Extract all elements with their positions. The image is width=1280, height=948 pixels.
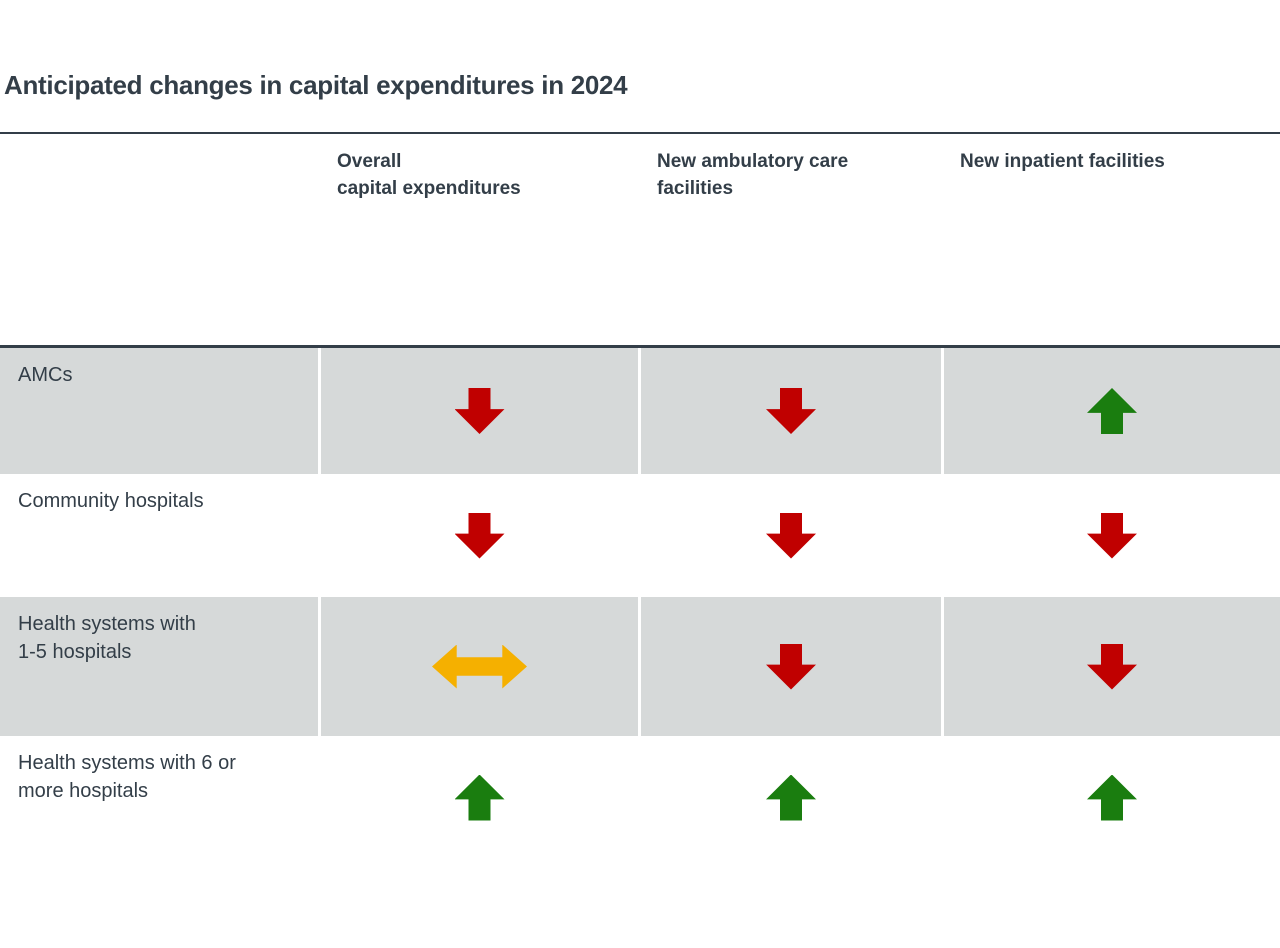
column-header-new-inpatient-facilities: New inpatient facilities bbox=[960, 148, 1260, 175]
trend-cell bbox=[944, 736, 1280, 859]
trend-arrow-icon bbox=[766, 774, 816, 821]
trend-cell bbox=[944, 474, 1280, 597]
row-label: Health systems with bbox=[18, 613, 196, 635]
column-header-overall-capital-expenditures: Overall capital expenditures bbox=[337, 148, 637, 202]
table-row-health-systems-1-5: Health systems with 1-5 hospitals bbox=[0, 597, 1280, 736]
trend-arrow-icon bbox=[432, 644, 527, 689]
trend-arrow-icon bbox=[454, 774, 505, 821]
title-divider bbox=[0, 132, 1280, 134]
column-header-line: New inpatient facilities bbox=[960, 151, 1165, 172]
trend-arrow-icon bbox=[1087, 643, 1137, 690]
trend-cell bbox=[321, 348, 638, 474]
trend-arrow-icon bbox=[1087, 388, 1137, 434]
column-header-line: capital expenditures bbox=[337, 178, 521, 199]
row-label-line2: 1-5 hospitals bbox=[18, 641, 132, 663]
trend-arrow-icon bbox=[454, 388, 505, 434]
trend-arrow-icon bbox=[766, 643, 816, 690]
table-row-community-hospitals: Community hospitals bbox=[0, 474, 1280, 597]
row-label-cell: Health systems with 1-5 hospitals bbox=[0, 597, 318, 736]
trend-arrow-icon bbox=[766, 388, 816, 434]
column-header-line: facilities bbox=[657, 178, 734, 199]
trend-table: AMCs Community hospitals bbox=[0, 345, 1280, 859]
page-title: Anticipated changes in capital expenditu… bbox=[4, 70, 628, 100]
trend-arrow-icon bbox=[1087, 512, 1137, 559]
row-label: AMCs bbox=[18, 364, 73, 386]
row-label: Community hospitals bbox=[18, 490, 204, 512]
table-row-amcs: AMCs bbox=[0, 348, 1280, 474]
trend-cell bbox=[321, 597, 638, 736]
trend-arrow-icon bbox=[1087, 774, 1137, 821]
trend-arrow-icon bbox=[766, 512, 816, 559]
trend-cell bbox=[641, 736, 941, 859]
trend-cell bbox=[641, 474, 941, 597]
row-label-line2: more hospitals bbox=[18, 780, 149, 802]
column-header-line: New ambulatory care bbox=[657, 151, 849, 172]
row-label: Health systems with 6 or bbox=[18, 752, 236, 774]
trend-cell bbox=[641, 597, 941, 736]
trend-arrow-icon bbox=[454, 512, 505, 559]
column-header-new-ambulatory-care-facilities: New ambulatory care facilities bbox=[657, 148, 957, 202]
row-label-cell: Health systems with 6 or more hospitals bbox=[0, 736, 318, 859]
trend-cell bbox=[321, 474, 638, 597]
row-label-cell: AMCs bbox=[0, 348, 318, 474]
trend-cell bbox=[641, 348, 941, 474]
column-header-line: Overall bbox=[337, 151, 402, 172]
trend-cell bbox=[944, 348, 1280, 474]
trend-cell bbox=[321, 736, 638, 859]
trend-cell bbox=[944, 597, 1280, 736]
table-row-health-systems-6-plus: Health systems with 6 or more hospitals bbox=[0, 736, 1280, 859]
row-label-cell: Community hospitals bbox=[0, 474, 318, 597]
